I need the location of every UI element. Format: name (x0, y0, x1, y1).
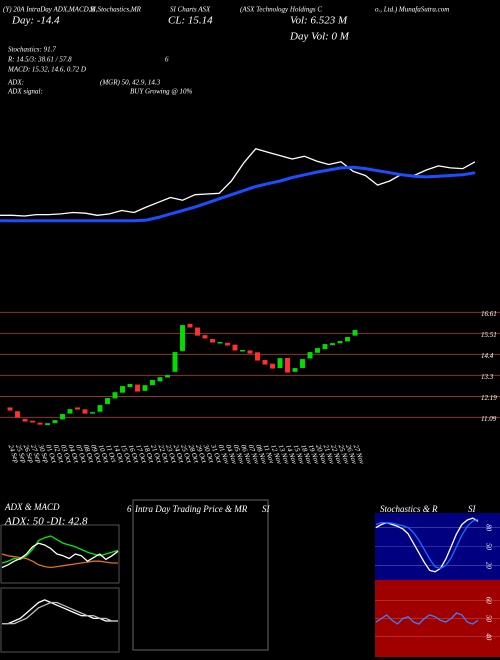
indicator-text: Stochastics: 91.7 (8, 46, 56, 54)
header-text: (Y) 20A IntraDay ADX,MACD,B (3, 6, 95, 14)
candle (60, 414, 65, 420)
candle (225, 342, 230, 346)
candle (187, 323, 193, 328)
panel-border (0, 524, 120, 584)
line-series (375, 517, 479, 573)
candle (247, 350, 253, 354)
candle (22, 418, 28, 422)
indicator-text: BUY Growing @ 10% (130, 88, 193, 96)
candle (165, 375, 170, 378)
candle (97, 405, 103, 412)
candle (120, 386, 125, 393)
line-series (0, 165, 476, 223)
candle (285, 357, 290, 373)
y-tick-label: 80 (484, 524, 492, 532)
header-text: SI,Stochastics,MR (90, 6, 142, 14)
line-series (0, 148, 476, 217)
candle (180, 325, 185, 351)
candle (142, 385, 148, 391)
panel-title: Stochastics & R (380, 504, 438, 514)
line-series (375, 612, 479, 625)
y-tick-label: 40 (484, 633, 492, 641)
y-tick-label: 50 (484, 543, 492, 551)
header-text: SI Charts ASX (170, 6, 211, 14)
candle (352, 330, 358, 336)
candle (82, 409, 88, 414)
panel-title: SI (262, 504, 271, 514)
line-series (1, 542, 119, 569)
candle (217, 342, 223, 344)
close-price: CL: 15.14 (168, 15, 213, 27)
candle (240, 350, 245, 352)
line-series (2, 601, 118, 625)
candle (127, 384, 133, 388)
indicator-text: 6 (165, 56, 169, 64)
candle (90, 412, 95, 414)
panel-title: Intra Day Trading Price & MR (134, 504, 248, 514)
y-tick-label: 12.19 (481, 394, 497, 402)
candle (300, 359, 305, 368)
indicator-text: ADX: (7, 79, 24, 87)
candle (277, 358, 283, 368)
candle (270, 363, 275, 369)
candle (330, 343, 335, 346)
y-tick-label: 15.51 (481, 331, 497, 339)
candle (345, 337, 350, 342)
panel-label: 6 (127, 504, 132, 514)
panel-border (132, 499, 269, 651)
panel-title: ADX & MACD (4, 502, 60, 512)
candle (232, 344, 238, 351)
candle (105, 398, 110, 405)
indicator-text: R: 14.5/3: 38.61 / 57.8 (7, 56, 72, 64)
candle (307, 352, 313, 359)
candle (195, 327, 200, 336)
candle (52, 420, 58, 424)
y-tick-label: 14.4 (481, 352, 494, 360)
y-tick-label: 50 (484, 615, 492, 623)
y-tick-label: 60 (484, 597, 492, 605)
y-tick-label: 11.09 (481, 415, 497, 423)
candle (37, 422, 43, 425)
candle (30, 420, 35, 423)
candle (202, 335, 208, 339)
indicator-text: (MGR) 50, 42.9, 14.3 (100, 79, 161, 87)
candle (45, 423, 50, 426)
day-change: Day: -14.4 (11, 15, 60, 27)
candle (337, 341, 343, 344)
candle (172, 352, 178, 372)
y-tick-label: 20 (484, 562, 492, 570)
volume: Vol: 6.523 M (290, 15, 348, 27)
header-text: (ASX Technology Holdings C (240, 6, 322, 14)
candle (7, 407, 13, 411)
candle (75, 407, 80, 410)
candle (255, 352, 260, 361)
candle (135, 384, 140, 392)
panel-title: SI (468, 504, 477, 514)
y-tick-label: 13.3 (481, 373, 494, 381)
candle (67, 409, 73, 414)
candle (112, 392, 118, 399)
indicator-text: ADX signal: (7, 88, 43, 96)
candle (157, 377, 163, 382)
day-volume: Day Vol: 0 M (289, 31, 350, 43)
indicator-text: MACD: 15.32, 14.6, 0.72 D (7, 66, 86, 74)
header-text: o., Ltd.) MunafaSutra.com (375, 6, 449, 14)
line-series (375, 518, 479, 570)
candle (150, 380, 155, 386)
candle (262, 359, 268, 365)
panel-border (0, 587, 120, 653)
candle (15, 411, 20, 418)
y-tick-label: 16.61 (481, 310, 497, 318)
candle (210, 338, 215, 343)
candle (292, 368, 298, 372)
candle (322, 344, 328, 349)
line-series (1, 535, 119, 564)
panel-subtitle: ADX: 50 -DI: 42.8 (4, 516, 88, 528)
candle (315, 348, 320, 353)
